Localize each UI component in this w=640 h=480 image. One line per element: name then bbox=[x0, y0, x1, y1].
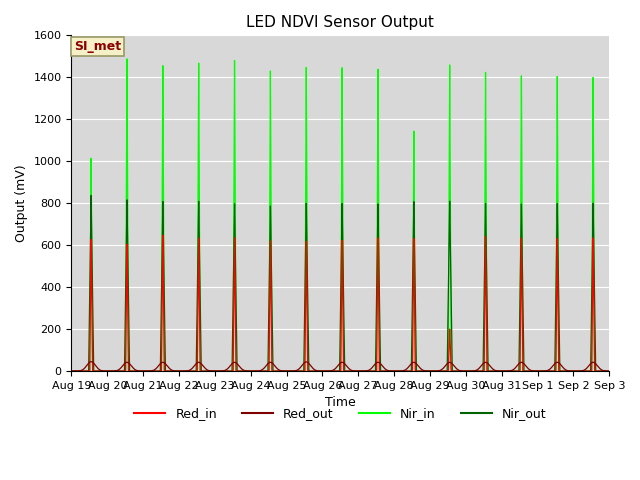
Line: Nir_out: Nir_out bbox=[72, 195, 609, 371]
Red_out bbox=[452, 366, 460, 372]
Red_out bbox=[605, 368, 613, 374]
Line: Red_in: Red_in bbox=[72, 235, 609, 371]
Red_in bbox=[68, 368, 76, 374]
Nir_out bbox=[68, 368, 76, 374]
Red_in bbox=[322, 368, 330, 374]
Red_out bbox=[413, 361, 420, 367]
Nir_out bbox=[605, 368, 613, 374]
Title: LED NDVI Sensor Output: LED NDVI Sensor Output bbox=[246, 15, 435, 30]
Red_in bbox=[413, 368, 420, 374]
Nir_out bbox=[571, 368, 579, 374]
Nir_in bbox=[452, 368, 460, 374]
Red_in bbox=[571, 368, 579, 374]
Nir_in bbox=[571, 368, 579, 374]
Nir_out bbox=[413, 368, 420, 374]
Red_out bbox=[87, 359, 95, 364]
Nir_out bbox=[87, 192, 95, 198]
Red_in bbox=[393, 368, 401, 374]
Red_out bbox=[322, 368, 330, 374]
Nir_out bbox=[393, 368, 401, 374]
Nir_out bbox=[202, 368, 209, 374]
Red_out bbox=[571, 368, 579, 374]
Line: Nir_in: Nir_in bbox=[72, 59, 609, 371]
Red_in bbox=[159, 232, 166, 238]
Red_in bbox=[202, 368, 209, 374]
Line: Red_out: Red_out bbox=[72, 361, 609, 371]
Nir_in bbox=[413, 368, 420, 374]
Red_out bbox=[393, 368, 401, 374]
Red_in bbox=[452, 368, 460, 374]
Y-axis label: Output (mV): Output (mV) bbox=[15, 165, 28, 242]
Text: SI_met: SI_met bbox=[74, 40, 121, 53]
Nir_out bbox=[322, 368, 330, 374]
Red_out bbox=[68, 368, 76, 374]
Nir_in bbox=[68, 368, 76, 374]
Nir_in bbox=[202, 368, 209, 374]
Nir_in bbox=[393, 368, 401, 374]
Nir_out bbox=[452, 368, 460, 374]
Nir_in bbox=[123, 56, 131, 62]
Nir_in bbox=[605, 368, 613, 374]
Nir_in bbox=[322, 368, 330, 374]
Red_out bbox=[202, 366, 209, 372]
Legend: Red_in, Red_out, Nir_in, Nir_out: Red_in, Red_out, Nir_in, Nir_out bbox=[129, 402, 552, 425]
Red_in bbox=[605, 368, 613, 374]
X-axis label: Time: Time bbox=[325, 396, 356, 409]
